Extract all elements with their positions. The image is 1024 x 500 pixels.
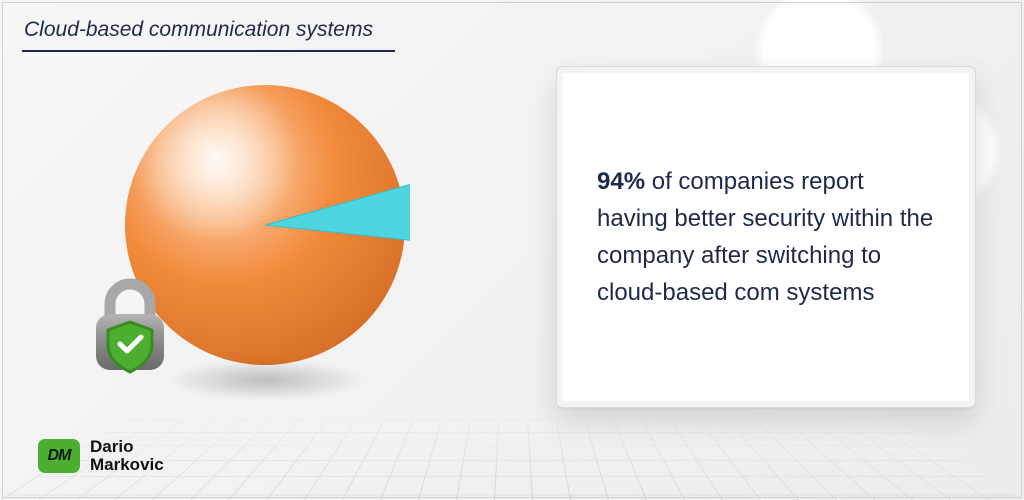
lock-icon <box>80 274 180 384</box>
stat-card: 94% of companies report having better se… <box>556 66 976 408</box>
pie-chart <box>120 80 410 370</box>
logo-name: Dario Markovic <box>90 438 164 474</box>
page-title: Cloud-based communication systems <box>22 18 395 52</box>
logo-first: Dario <box>90 438 164 456</box>
logo-badge: DM <box>38 439 80 473</box>
pie-shadow <box>165 360 365 400</box>
stat-body: of companies report having better securi… <box>597 168 933 307</box>
stat-percent: 94% <box>597 168 645 195</box>
stat-text: 94% of companies report having better se… <box>597 163 935 312</box>
logo-last: Markovic <box>90 456 164 474</box>
author-logo: DM Dario Markovic <box>38 438 164 474</box>
